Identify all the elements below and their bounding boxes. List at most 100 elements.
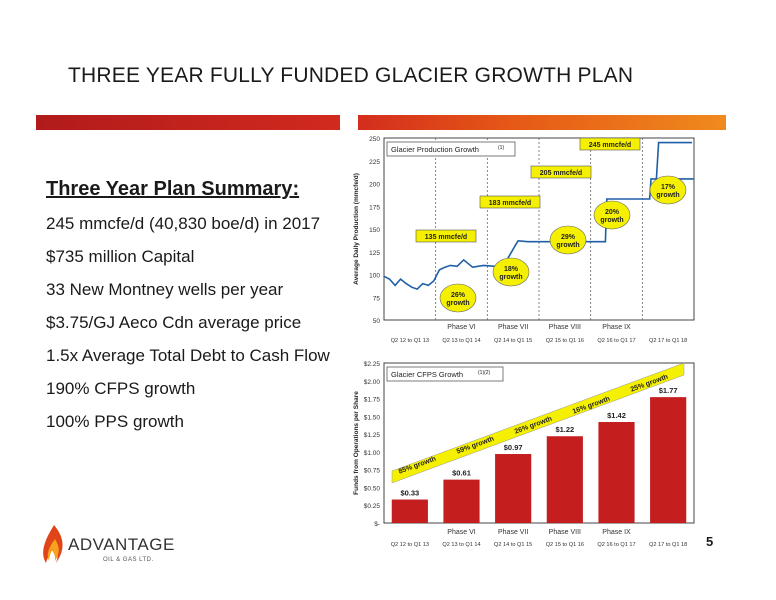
growth-label-word: growth <box>446 300 469 307</box>
x-category-label: Q2 17 to Q1 18 <box>649 542 687 548</box>
bar <box>546 436 583 523</box>
chart-title-box <box>386 141 516 157</box>
production-line-final <box>655 141 692 179</box>
level-label: 135 mmcfe/d <box>425 234 467 241</box>
growth-label-pct: 20% <box>605 209 620 216</box>
summary-heading: Three Year Plan Summary: <box>46 178 300 200</box>
x-group-label: Q2 16 to Q1 17 <box>597 338 635 344</box>
phase-label: Phase IX <box>602 324 631 331</box>
chart-title-note: (1)(2) <box>478 370 491 376</box>
summary-item: $735 million Capital <box>46 247 195 266</box>
level-label-box <box>530 165 592 179</box>
x-category-label: Q2 14 to Q1 15 <box>494 542 532 548</box>
phase-label: Phase IX <box>602 529 631 536</box>
x-category-label: Q2 15 to Q1 16 <box>546 542 584 548</box>
phase-label: Phase VII <box>498 324 528 331</box>
bar <box>598 422 635 523</box>
y-tick-label: 200 <box>369 182 380 189</box>
bar-value-label: $1.22 <box>555 425 574 434</box>
bar <box>650 397 687 523</box>
phase-label: Phase VII <box>498 529 528 536</box>
summary-item: 1.5x Average Total Debt to Cash Flow <box>46 346 330 365</box>
growth-label-word: growth <box>499 274 522 281</box>
phase-label: Phase VI <box>447 324 475 331</box>
y-tick-label: $1.75 <box>364 397 381 404</box>
y-tick-label: 100 <box>369 273 380 280</box>
cfps-bar-chart: $- $0.25 $0.50 $0.75 $1.00 $1.25 $1.50 $1.75 $2.… <box>353 361 695 548</box>
summary-item: 245 mmcfe/d (40,830 boe/d) in 2017 <box>46 214 321 233</box>
level-label: 183 mmcfe/d <box>489 200 531 207</box>
header-band <box>36 115 726 130</box>
growth-bubble <box>549 225 587 255</box>
y-tick-label: $1.50 <box>364 414 381 421</box>
chart-title-box <box>386 366 504 382</box>
bar-value-label: $1.42 <box>607 411 626 420</box>
phase-label: Phase VI <box>447 529 475 536</box>
y-axis-label: Funds from Operations per Share <box>353 391 360 495</box>
y-tick-label: $0.75 <box>364 468 381 475</box>
logo-subtitle: OIL & GAS LTD. <box>103 557 154 563</box>
bar <box>495 454 532 523</box>
growth-bubble <box>649 175 687 205</box>
x-group-label: Q2 14 to Q1 15 <box>494 338 532 344</box>
bar-value-label: $0.61 <box>452 469 471 478</box>
phase-label: Phase VIII <box>549 324 581 331</box>
growth-label-pct: 18% <box>504 266 519 273</box>
growth-bubble <box>593 200 631 230</box>
bar-value-label: $1.77 <box>659 386 678 395</box>
phase-label: Phase VIII <box>549 529 581 536</box>
y-tick-label: 50 <box>373 318 381 325</box>
y-tick-label: 225 <box>369 159 380 166</box>
y-tick-label: 175 <box>369 204 380 211</box>
bar <box>443 479 480 523</box>
y-tick-label: 125 <box>369 250 380 257</box>
summary-item: 100% PPS growth <box>46 412 184 431</box>
chart-title: Glacier Production Growth <box>391 145 479 154</box>
growth-bubble <box>439 283 477 313</box>
header-band-gap <box>340 115 358 130</box>
level-label: 205 mmcfe/d <box>540 170 582 177</box>
y-tick-label: $1.00 <box>364 450 381 457</box>
growth-label-word: growth <box>600 217 623 224</box>
level-label-box <box>479 195 541 209</box>
summary-item: $3.75/GJ Aeco Cdn average price <box>46 313 302 332</box>
growth-label-word: growth <box>556 242 579 249</box>
level-label-box <box>579 137 641 151</box>
y-tick-label: 150 <box>369 227 380 234</box>
bar-value-label: $0.33 <box>400 489 419 498</box>
y-tick-label: $- <box>374 521 380 528</box>
x-category-label: Q2 16 to Q1 17 <box>597 542 635 548</box>
growth-ribbon <box>391 362 685 484</box>
y-tick-label: $1.25 <box>364 432 381 439</box>
y-tick-label: $0.25 <box>364 503 381 510</box>
x-group-label: Q2 15 to Q1 16 <box>546 338 584 344</box>
growth-label-pct: 17% <box>661 184 676 191</box>
y-axis-label: Average Daily Production (mmcfe/d) <box>353 173 360 285</box>
plan-summary: Three Year Plan Summary: 245 mmcfe/d (40… <box>46 178 346 438</box>
production-line <box>383 178 694 291</box>
production-line-chart: 50 75 100 125 150 175 200 225 250 Glacier Product… <box>353 136 695 344</box>
chart-title-note: (1) <box>498 145 504 151</box>
summary-item: 190% CFPS growth <box>46 379 196 398</box>
page-number: 5 <box>706 534 714 549</box>
bar <box>391 499 428 523</box>
x-category-label: Q2 12 to Q1 13 <box>391 542 429 548</box>
y-tick-label: $0.50 <box>364 485 381 492</box>
y-tick-label: $2.00 <box>364 379 381 386</box>
x-group-label: Q2 17 to Q1 18 <box>649 338 687 344</box>
growth-label-pct: 26% <box>451 292 466 299</box>
chart-title: Glacier CFPS Growth <box>391 370 463 379</box>
growth-bubble <box>492 257 530 287</box>
y-tick-label: 250 <box>369 136 380 143</box>
bar-value-label: $0.97 <box>504 443 523 452</box>
company-logo: ADVANTAGE OIL & GAS LTD. <box>40 523 180 578</box>
level-label-box <box>415 229 477 243</box>
x-group-label: Q2 13 to Q1 14 <box>442 338 480 344</box>
y-tick-label: 75 <box>373 295 381 302</box>
summary-item: 33 New Montney wells per year <box>46 280 284 299</box>
level-label: 245 mmcfe/d <box>589 142 631 149</box>
flame-icon <box>43 525 63 563</box>
growth-label-word: growth <box>656 192 679 199</box>
logo-name: ADVANTAGE <box>68 535 175 554</box>
x-category-label: Q2 13 to Q1 14 <box>442 542 480 548</box>
